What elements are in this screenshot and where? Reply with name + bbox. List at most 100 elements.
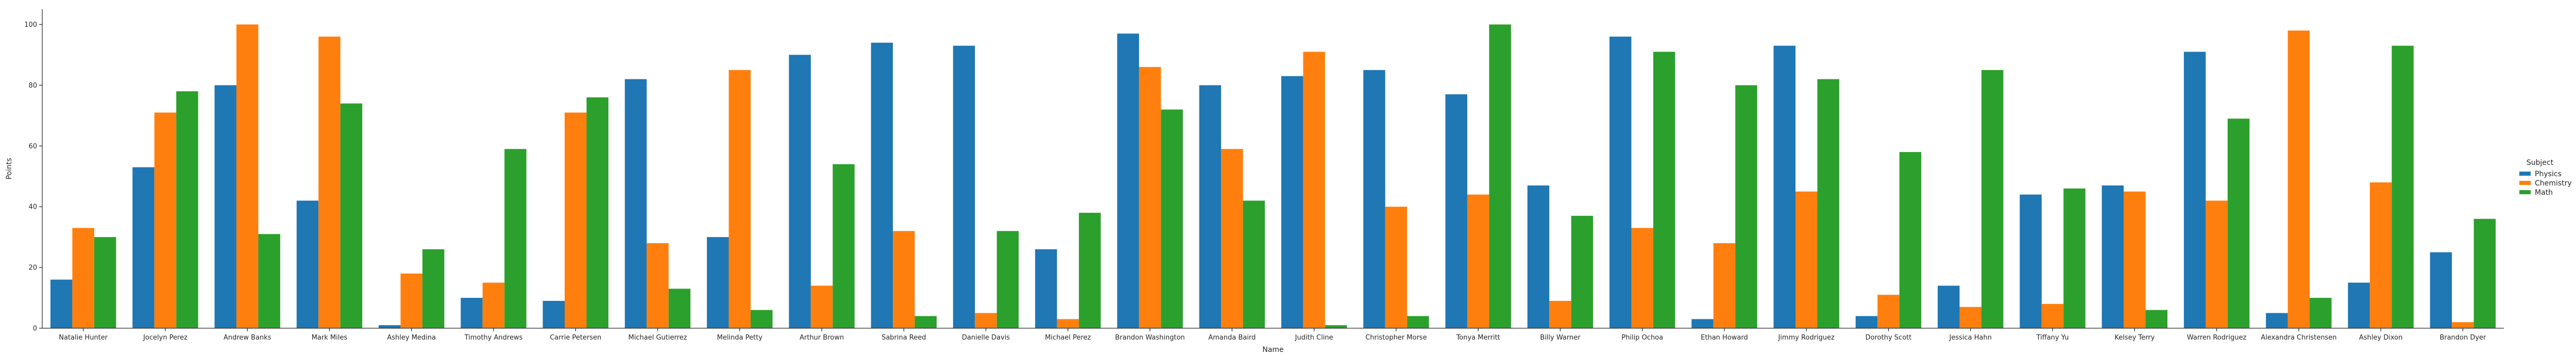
bar-math-danielle-davis [996, 231, 1019, 328]
x-tick-label: Kelsey Terry [2114, 334, 2155, 342]
bar-physics-andrew-banks [214, 85, 236, 328]
y-axis-label: Points [5, 158, 13, 179]
bar-math-alexandra-christensen [2310, 298, 2332, 328]
x-tick-label: Ashley Medina [387, 334, 436, 342]
x-tick-label: Amanda Baird [1208, 334, 1256, 342]
bar-math-andrew-banks [258, 234, 280, 328]
x-tick-label: Alexandra Christensen [2261, 334, 2336, 342]
bar-chemistry-jessica-hahn [1959, 307, 1982, 328]
bar-chemistry-brandon-washington [1139, 67, 1161, 328]
y-tick-label: 60 [28, 143, 37, 150]
x-tick-label: Mark Miles [312, 334, 348, 342]
bar-chemistry-kelsey-terry [2124, 191, 2146, 328]
bar-math-michael-gutierrez [668, 289, 691, 328]
bar-chemistry-warren-rodriguez [2206, 200, 2228, 328]
bar-physics-michael-gutierrez [624, 79, 647, 329]
x-tick-label: Andrew Banks [224, 334, 272, 342]
bar-math-billy-warner [1571, 215, 1594, 328]
x-tick-label: Michael Perez [1045, 334, 1091, 342]
x-tick-label: Warren Rodriguez [2187, 334, 2247, 342]
bar-math-judith-cline [1325, 325, 1347, 328]
bar-math-michael-perez [1079, 212, 1101, 328]
bar-chemistry-andrew-banks [236, 24, 259, 328]
y-ticks: 0 20 40 60 80 100 [24, 21, 42, 333]
bar-physics-brandon-dyer [2430, 252, 2452, 328]
bar-math-melinda-petty [751, 310, 773, 328]
bars-layer [50, 24, 2496, 329]
bar-chemistry-natalie-hunter [72, 228, 94, 328]
bar-physics-brandon-washington [1117, 33, 1139, 328]
bar-physics-ashley-medina [378, 325, 401, 328]
bar-physics-amanda-baird [1199, 85, 1222, 328]
bar-chemistry-ashley-dixon [2369, 182, 2392, 328]
legend-title: Subject [2527, 159, 2554, 167]
x-tick-label: Judith Cline [1295, 334, 1333, 342]
x-tick-label: Tiffany Yu [2036, 334, 2069, 342]
x-tick-label: Brandon Dyer [2439, 334, 2486, 342]
bar-chemistry-michael-perez [1057, 319, 1079, 328]
bar-math-brandon-dyer [2473, 218, 2496, 328]
bar-physics-ethan-howard [1691, 319, 1714, 328]
bar-math-tonya-merritt [1489, 24, 1511, 328]
legend-label-physics: Physics [2535, 170, 2562, 178]
bar-math-mark-miles [340, 103, 363, 328]
bar-chemistry-tiffany-yu [2041, 303, 2064, 328]
bar-physics-tiffany-yu [2020, 194, 2042, 328]
x-ticks: Natalie Hunter Jocelyn Perez Andrew Banks M… [59, 328, 2486, 342]
bar-physics-jessica-hahn [1938, 285, 1960, 328]
bar-chemistry-jimmy-rodriguez [1795, 191, 1818, 328]
bar-math-christopher-morse [1407, 316, 1429, 328]
x-tick-label: Billy Warner [1540, 334, 1581, 342]
bar-chemistry-judith-cline [1303, 52, 1325, 329]
legend-swatch-physics [2519, 172, 2531, 176]
bar-chemistry-sabrina-reed [893, 231, 915, 328]
y-tick-label: 40 [28, 204, 37, 211]
bar-chemistry-michael-gutierrez [647, 243, 669, 328]
y-tick-label: 80 [28, 82, 37, 90]
plot-area: 0 20 40 60 80 100 Natalie Hunter Jocelyn Perez… [24, 9, 2504, 342]
bar-chemistry-billy-warner [1549, 300, 1571, 328]
bar-chemistry-ashley-medina [400, 273, 422, 328]
x-tick-label: Melinda Petty [717, 334, 763, 342]
bar-physics-ashley-dixon [2348, 282, 2370, 328]
bar-chemistry-ethan-howard [1713, 243, 1736, 328]
x-tick-label: Danielle Davis [962, 334, 1010, 342]
bar-math-philip-ochoa [1653, 52, 1675, 329]
bar-chemistry-mark-miles [318, 37, 341, 329]
legend-label-chemistry: Chemistry [2535, 179, 2572, 188]
bar-physics-christopher-morse [1363, 70, 1385, 328]
bar-physics-alexandra-christensen [2266, 313, 2288, 328]
bar-math-dorothy-scott [1899, 152, 1922, 328]
x-tick-label: Jimmy Rodriguez [1777, 334, 1835, 342]
bar-physics-dorothy-scott [1855, 316, 1878, 328]
y-tick-label: 100 [24, 21, 37, 29]
bar-math-jessica-hahn [1981, 70, 2004, 328]
bar-math-brandon-washington [1161, 109, 1183, 329]
y-tick-label: 0 [33, 325, 37, 333]
legend-label-math: Math [2535, 189, 2553, 197]
bar-math-carrie-petersen [586, 97, 608, 328]
bar-math-natalie-hunter [94, 237, 116, 328]
bar-physics-natalie-hunter [50, 279, 73, 328]
x-tick-label: Carrie Petersen [550, 334, 601, 342]
bar-chemistry-timothy-andrews [482, 282, 505, 328]
bar-physics-melinda-petty [707, 237, 729, 328]
bar-math-ashley-dixon [2392, 45, 2414, 328]
x-tick-label: Timothy Andrews [464, 334, 523, 342]
bar-physics-jimmy-rodriguez [1773, 45, 1795, 328]
bar-chemistry-jocelyn-perez [154, 112, 177, 328]
x-tick-label: Christopher Morse [1365, 334, 1427, 342]
bar-math-ashley-medina [422, 249, 445, 328]
bar-math-timothy-andrews [504, 149, 527, 328]
bar-chemistry-brandon-dyer [2452, 322, 2474, 328]
bar-chemistry-christopher-morse [1385, 207, 1408, 328]
bar-physics-sabrina-reed [871, 42, 893, 329]
bar-math-tiffany-yu [2063, 188, 2086, 328]
bar-physics-philip-ochoa [1609, 37, 1632, 329]
x-tick-label: Jessica Hahn [1949, 334, 1992, 342]
bar-physics-judith-cline [1281, 76, 1303, 328]
bar-math-amanda-baird [1243, 200, 1265, 328]
legend-swatch-math [2519, 190, 2531, 194]
